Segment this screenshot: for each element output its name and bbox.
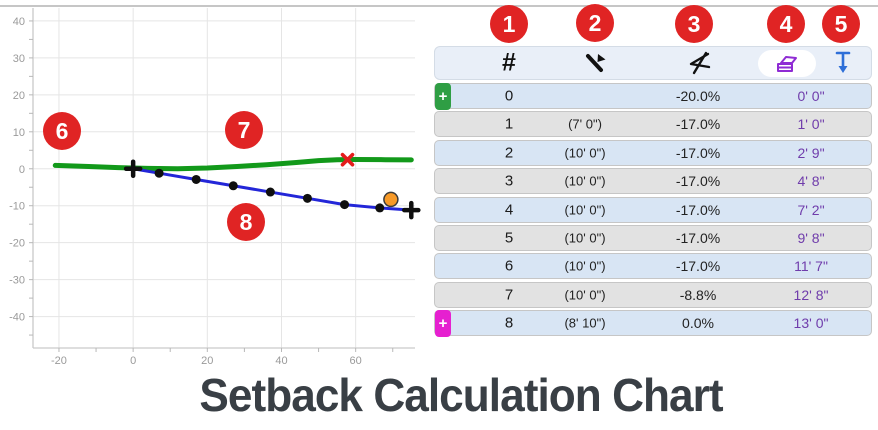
cell-slope-percent[interactable]: -17.0% [675, 258, 721, 275]
top-divider [0, 5, 878, 7]
y-tick-label: -30 [9, 275, 25, 287]
annotation-badge-6: 6 [43, 112, 81, 150]
table-row: 4 (10' 0") -17.0% 7' 2" [434, 196, 872, 223]
y-tick-label: 40 [13, 16, 25, 28]
cell-slope-percent[interactable]: -17.0% [675, 144, 721, 161]
cell-setback-value[interactable]: 12' 8" [793, 286, 829, 303]
start-cross-marker [123, 159, 143, 179]
y-tick-label: 10 [13, 127, 25, 139]
table-row: 7 (10' 0") -8.8% 12' 8" [434, 281, 872, 308]
column-number-header: # [502, 48, 516, 77]
table-row: 0 -20.0% 0' 0" + [434, 83, 872, 110]
cell-point-number[interactable]: 2 [504, 144, 514, 162]
cell-segment-length[interactable]: (10' 0") [564, 173, 606, 189]
table-header: # [434, 46, 872, 80]
page-title: Setback Calculation Chart [199, 369, 723, 421]
annotation-badge-2: 2 [576, 4, 614, 42]
cell-point-number[interactable]: 0 [504, 87, 514, 105]
cell-segment-length[interactable]: (10' 0") [564, 230, 606, 246]
x-tick-label: -20 [51, 355, 67, 367]
y-tick-label: -20 [9, 238, 25, 250]
cell-segment-length[interactable]: (10' 0") [564, 145, 606, 161]
segment-length-pen-icon [584, 51, 608, 75]
x-tick-label: 0 [130, 355, 136, 367]
table-row: 8 (8' 10") 0.0% 13' 0" + [434, 310, 872, 338]
cell-setback-value[interactable]: 9' 8" [797, 229, 825, 246]
y-tick-label: 0 [19, 164, 25, 176]
end-cross-marker [402, 200, 421, 220]
x-tick-label: 40 [275, 355, 287, 367]
red-x-marker [340, 152, 355, 167]
cell-setback-value[interactable]: 13' 0" [793, 315, 829, 332]
grid-lines [33, 8, 415, 348]
setback-chart: -40 -30 -20 -10 0 10 20 30 40 -20 0 20 40 60 [9, 8, 421, 367]
cell-slope-percent[interactable]: -20.0% [675, 88, 721, 104]
cell-point-number[interactable]: 3 [504, 172, 514, 190]
cell-setback-value[interactable]: 0' 0" [797, 88, 825, 104]
add-point-top-button[interactable]: + [435, 83, 451, 110]
annotation-badge-4: 4 [767, 5, 805, 43]
cell-segment-length[interactable]: (10' 0") [564, 287, 606, 303]
cell-slope-percent[interactable]: -17.0% [675, 229, 721, 246]
slope-angle-icon [687, 51, 711, 75]
cell-point-number[interactable]: 8 [504, 314, 514, 332]
annotation-badge-7: 7 [225, 111, 263, 149]
cell-segment-length[interactable]: (10' 0") [564, 258, 606, 274]
table-row: 6 (10' 0") -17.0% 11' 7" [434, 253, 872, 280]
point-dot-markers [154, 168, 385, 213]
y-tick-label: 20 [13, 90, 25, 102]
y-tick-label: 30 [13, 53, 25, 65]
height-mode-button[interactable] [833, 50, 853, 76]
annotation-badge-1: 1 [490, 5, 528, 43]
cell-slope-percent[interactable]: -8.8% [679, 286, 717, 303]
annotation-badge-3: 3 [675, 5, 713, 43]
annotation-badge-5: 5 [822, 5, 860, 43]
x-tick-label: 60 [350, 355, 362, 367]
cell-segment-length[interactable]: (10' 0") [564, 202, 606, 218]
cell-slope-percent[interactable]: 0.0% [682, 315, 714, 332]
table-row: 2 (10' 0") -17.0% 2' 9" [434, 139, 872, 166]
cell-point-number[interactable]: 1 [504, 115, 514, 133]
cell-setback-value[interactable]: 11' 7" [794, 258, 828, 275]
cell-point-number[interactable]: 7 [504, 286, 514, 304]
setback-envelope-line [52, 157, 414, 172]
height-icon [835, 51, 851, 73]
setback-table: # [434, 46, 872, 339]
cell-setback-value[interactable]: 1' 0" [797, 116, 825, 133]
add-point-bottom-button[interactable]: + [435, 310, 451, 338]
cell-slope-percent[interactable]: -17.0% [675, 173, 721, 190]
cell-point-number[interactable]: 5 [504, 229, 514, 247]
setback-width-icon [777, 55, 797, 72]
table-row: 5 (10' 0") -17.0% 9' 8" [434, 224, 872, 251]
cell-slope-percent[interactable]: -17.0% [675, 201, 721, 218]
axis-labels: -40 -30 -20 -10 0 10 20 30 40 -20 0 20 40 60 [9, 16, 362, 367]
cell-point-number[interactable]: 6 [504, 257, 514, 275]
cell-setback-value[interactable]: 7' 2" [797, 201, 825, 218]
orange-dot-marker [383, 191, 399, 208]
cell-segment-length[interactable]: (8' 10") [564, 315, 606, 331]
cell-slope-percent[interactable]: -17.0% [675, 116, 721, 133]
y-tick-label: -40 [9, 312, 25, 324]
table-row: 1 (7' 0") -17.0% 1' 0" [434, 111, 872, 138]
setback-mode-toggle[interactable] [758, 50, 816, 77]
cell-point-number[interactable]: 4 [504, 201, 514, 219]
cell-setback-value[interactable]: 4' 8" [797, 173, 825, 190]
table-row: 3 (10' 0") -17.0% 4' 8" [434, 168, 872, 195]
table-body: 0 -20.0% 0' 0" +1 (7' 0") -17.0% 1' 0" 2 (10' 0"… [434, 83, 872, 338]
axes [32, 8, 415, 349]
x-tick-label: 20 [201, 355, 213, 367]
cell-setback-value[interactable]: 2' 9" [797, 144, 825, 161]
axis-ticks [29, 20, 394, 352]
annotation-badge-8: 8 [227, 203, 265, 241]
cell-segment-length[interactable]: (7' 0") [568, 116, 602, 132]
y-tick-label: -10 [9, 201, 25, 213]
